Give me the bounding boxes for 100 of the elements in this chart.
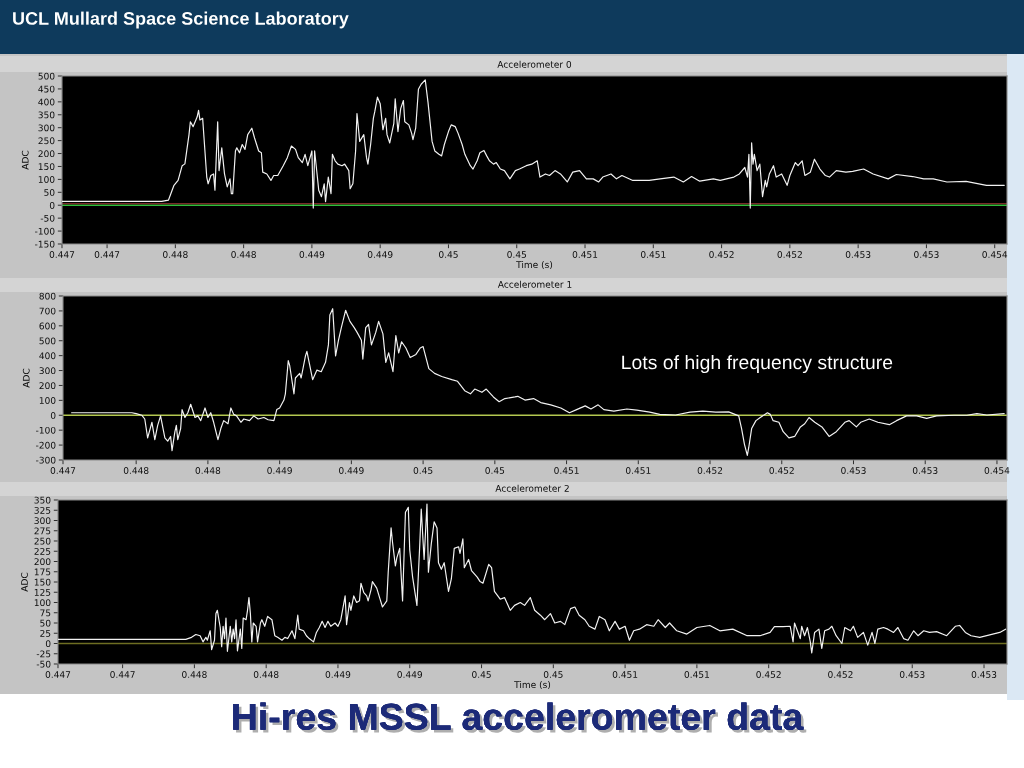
y-tick-label: 200	[39, 382, 56, 390]
x-axis-title: Time (s)	[516, 261, 553, 270]
y-tick-label: -50	[40, 214, 55, 222]
y-tick-label: 450	[38, 85, 55, 93]
y-tick-label: 0	[50, 412, 56, 419]
y-axis-title: ADC	[21, 572, 28, 592]
x-tick-label: 0.449	[367, 251, 393, 258]
y-tick-label: 200	[38, 150, 55, 158]
x-tick-label: 0.448	[182, 671, 207, 678]
x-tick-label: 0.448	[231, 251, 256, 258]
annotation: Lots of high frequency structure	[622, 355, 893, 374]
x-tick-label: 0.453	[912, 467, 938, 474]
x-tick-label: 0.453	[841, 467, 866, 474]
line-series	[58, 503, 1007, 654]
y-tick-label: 150	[34, 578, 51, 586]
x-tick-label: 0.447	[45, 671, 71, 678]
y-tick-label: 300	[34, 517, 51, 525]
y-tick-label: 500	[38, 72, 55, 80]
y-tick-label: 700	[39, 307, 56, 315]
x-tick-label: 0.452	[697, 467, 723, 474]
x-tick-label: 0.447	[50, 467, 76, 474]
y-tick-label: 50	[40, 619, 51, 627]
x-tick-label: 0.448	[163, 251, 188, 258]
y-tick-label: -50	[36, 660, 51, 668]
x-tick-label: 0.45	[413, 467, 433, 474]
y-tick-label: 200	[34, 558, 51, 566]
x-tick-label: 0.451	[625, 467, 651, 474]
y-tick-label: -300	[36, 456, 56, 464]
chart-title: Accelerometer 2	[495, 484, 569, 492]
x-tick-label: 0.451	[640, 251, 666, 258]
y-tick-label: 250	[38, 137, 55, 145]
y-tick-label: -100	[36, 426, 56, 434]
y-tick-label: 500	[39, 337, 56, 345]
x-tick-label: 0.452	[777, 251, 802, 258]
x-tick-label: 0.452	[756, 671, 781, 678]
y-tick-label: 600	[39, 322, 56, 330]
line-series	[62, 79, 1005, 209]
line-series	[71, 308, 1005, 456]
x-tick-label: 0.448	[123, 467, 149, 474]
x-tick-label: 0.449	[299, 251, 325, 258]
x-tick-label: 0.448	[253, 671, 279, 678]
y-tick-label: 300	[38, 124, 55, 132]
y-tick-label: 350	[38, 111, 55, 119]
y-tick-label: 25	[40, 629, 51, 637]
y-tick-label: 300	[39, 367, 56, 375]
x-tick-label: 0.451	[572, 251, 598, 258]
x-tick-label: 0.448	[195, 467, 221, 474]
x-tick-label: 0.449	[397, 671, 423, 678]
y-axis-title: ADC	[21, 150, 29, 170]
x-tick-label: 0.452	[769, 467, 794, 474]
x-tick-label: 0.453	[971, 671, 997, 678]
y-tick-label: 400	[39, 352, 56, 360]
x-tick-label: 0.447	[110, 671, 135, 678]
y-tick-label: 225	[34, 547, 51, 555]
y-tick-label: 75	[40, 609, 51, 617]
x-tick-label: 0.451	[612, 671, 638, 678]
y-tick-label: 800	[39, 292, 56, 300]
x-tick-label: 0.449	[325, 671, 351, 678]
y-tick-label: 400	[38, 98, 55, 106]
y-tick-label: -150	[35, 240, 55, 248]
x-tick-label: 0.449	[267, 467, 292, 474]
x-tick-label: 0.451	[554, 467, 579, 474]
y-tick-label: -100	[35, 227, 55, 235]
chart-title: Accelerometer 0	[497, 60, 572, 68]
x-tick-label: 0.449	[339, 467, 364, 474]
x-tick-label: 0.45	[543, 671, 563, 678]
x-tick-label: 0.45	[439, 251, 458, 258]
y-tick-label: 50	[44, 189, 55, 196]
x-tick-label: 0.45	[485, 467, 505, 474]
chart-title: Accelerometer 1	[497, 280, 572, 288]
x-tick-label: 0.453	[899, 671, 925, 678]
x-axis-title: Time (s)	[514, 681, 551, 690]
x-tick-label: 0.452	[828, 671, 853, 678]
y-tick-label: 0	[49, 201, 55, 209]
x-tick-label: 0.451	[684, 671, 709, 678]
x-tick-label: 0.453	[845, 251, 871, 258]
x-tick-label: 0.453	[914, 251, 939, 258]
y-tick-label: 175	[34, 568, 51, 576]
y-tick-label: 100	[39, 397, 56, 404]
y-tick-label: -25	[36, 650, 51, 658]
x-tick-label: 0.45	[507, 251, 527, 258]
y-tick-label: 0	[45, 640, 51, 648]
x-tick-label: 0.447	[49, 251, 75, 258]
x-tick-label: 0.45	[472, 671, 491, 678]
y-tick-label: 250	[34, 537, 51, 545]
x-tick-label: 0.454	[982, 251, 1008, 258]
text: UCL Mullard Space Science Laboratory	[13, 11, 349, 29]
y-tick-label: -200	[36, 441, 56, 449]
y-tick-label: 150	[38, 163, 55, 171]
y-tick-label: 125	[34, 588, 51, 596]
x-tick-label: 0.454	[984, 467, 1010, 474]
text: Hi-res MSSL accelerometer data	[233, 702, 807, 733]
y-tick-label: 100	[34, 599, 51, 607]
y-tick-label: 100	[38, 176, 55, 183]
y-tick-label: 275	[34, 527, 51, 535]
x-tick-label: 0.452	[709, 251, 734, 258]
y-axis-title: ADC	[22, 368, 30, 388]
y-tick-label: 325	[34, 506, 51, 514]
y-tick-label: 350	[34, 496, 51, 504]
x-tick-label: 0.447	[94, 251, 120, 258]
